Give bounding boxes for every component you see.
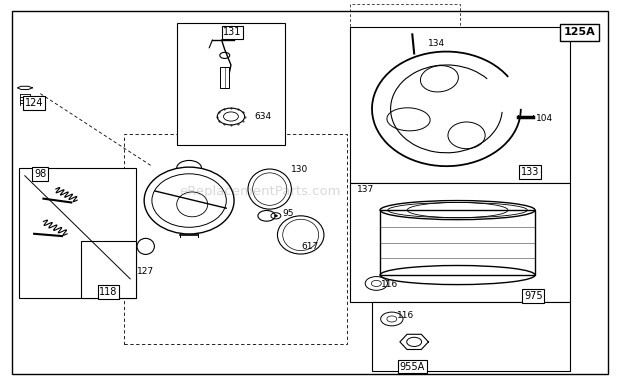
Text: eReplacementParts.com: eReplacementParts.com (180, 185, 341, 197)
Text: 133: 133 (521, 167, 539, 177)
Bar (19, 168, 136, 298)
Bar (81, 241, 136, 298)
Bar (380, 210, 535, 275)
Bar (350, 27, 570, 183)
Polygon shape (17, 86, 32, 89)
Bar (221, 67, 229, 88)
Bar (177, 23, 285, 145)
Text: 116: 116 (397, 311, 414, 320)
Text: 955A: 955A (400, 362, 425, 372)
Circle shape (274, 215, 278, 217)
Text: 131: 131 (223, 28, 242, 37)
Text: 118: 118 (99, 287, 118, 297)
Bar (350, 183, 570, 302)
Bar (124, 134, 347, 344)
Text: 975: 975 (524, 291, 542, 301)
Text: 125A: 125A (564, 28, 596, 37)
Text: 130: 130 (291, 165, 309, 175)
Bar (350, 4, 460, 27)
Text: 127: 127 (137, 267, 154, 276)
Text: 98: 98 (34, 169, 46, 179)
Text: 116: 116 (381, 280, 399, 289)
Text: 134: 134 (428, 39, 445, 49)
Polygon shape (400, 334, 428, 350)
Text: 137: 137 (356, 185, 374, 194)
Bar (372, 302, 570, 371)
Text: 634: 634 (254, 112, 272, 121)
Text: 124: 124 (25, 98, 43, 108)
Text: 104: 104 (536, 114, 554, 123)
Text: 617: 617 (301, 242, 319, 251)
Text: 95: 95 (282, 209, 294, 219)
